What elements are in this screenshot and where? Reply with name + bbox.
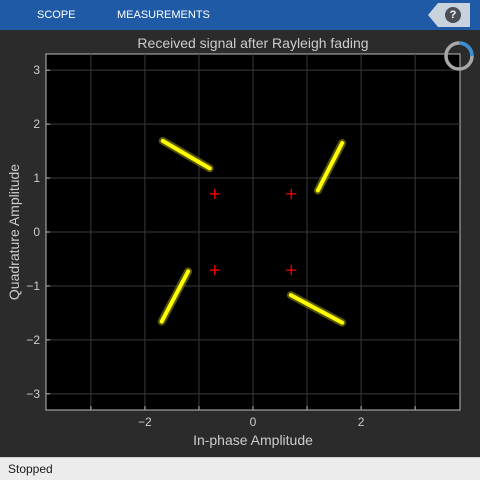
x-tick-label: −2 <box>138 415 152 429</box>
y-tick-label: −3 <box>26 387 40 401</box>
reference-point <box>286 188 297 199</box>
reference-point <box>286 265 297 276</box>
chart-title: Received signal after Rayleigh fading <box>137 35 368 51</box>
status-bar: Stopped <box>0 457 480 480</box>
help-button[interactable]: ? <box>428 3 470 27</box>
tab-scope[interactable]: SCOPE <box>37 9 76 21</box>
toolbar: SCOPE MEASUREMENTS ? <box>0 0 480 30</box>
status-text: Stopped <box>8 462 53 476</box>
y-tick-label: 3 <box>33 63 40 77</box>
data-marks <box>157 136 347 327</box>
y-tick-label: −2 <box>26 333 40 347</box>
x-tick-label: 2 <box>358 415 365 429</box>
signal-streak <box>159 269 191 324</box>
spinner-icon <box>444 41 474 71</box>
scatter-plot: Received signal after Rayleigh fading −2… <box>6 35 474 448</box>
signal-streak <box>288 293 345 325</box>
signal-streak <box>315 141 345 193</box>
axis-ticks: −2 0 2 −3 −2 −1 0 1 2 3 <box>26 63 416 429</box>
reference-point <box>209 188 220 199</box>
x-axis-label: In-phase Amplitude <box>193 432 313 448</box>
y-tick-label: 2 <box>33 117 40 131</box>
y-tick-label: 1 <box>33 171 40 185</box>
signal-streak <box>160 138 212 171</box>
y-tick-label: 0 <box>33 225 40 239</box>
tab-measurements[interactable]: MEASUREMENTS <box>117 9 210 21</box>
x-tick-label: 0 <box>250 415 257 429</box>
grid <box>46 54 460 410</box>
y-axis-label: Quadrature Amplitude <box>6 164 22 300</box>
reference-point <box>209 265 220 276</box>
scope-display: Received signal after Rayleigh fading −2… <box>0 30 480 457</box>
help-icon: ? <box>445 7 461 23</box>
y-tick-label: −1 <box>26 279 40 293</box>
